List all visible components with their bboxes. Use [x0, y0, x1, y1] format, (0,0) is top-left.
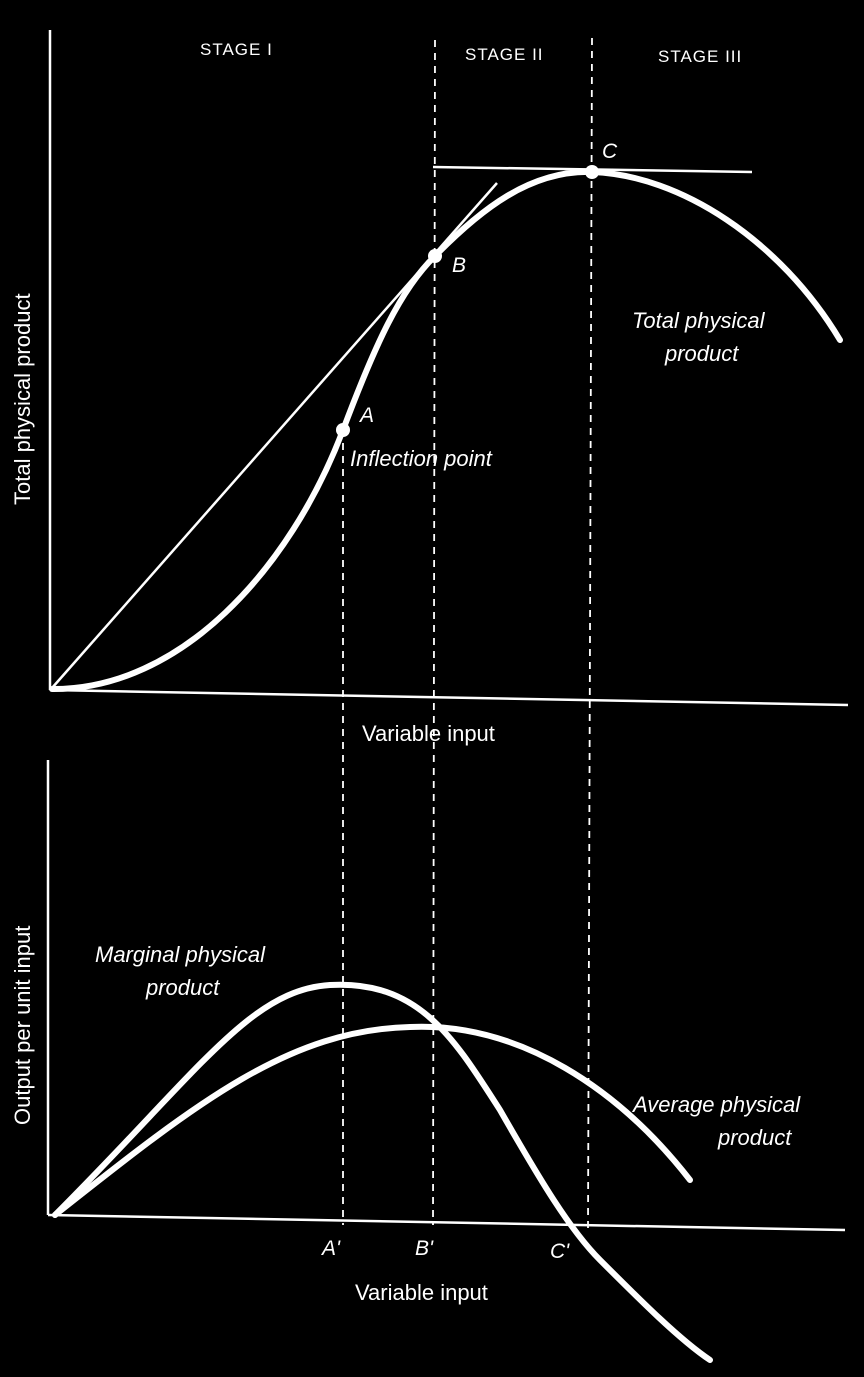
inflection-point-label: Inflection point: [350, 446, 493, 471]
point-c-marker: [585, 165, 599, 179]
top-x-axis-label: Variable input: [362, 721, 495, 746]
average-physical-product-curve: [52, 1023, 693, 1218]
tick-b-prime: B': [415, 1237, 434, 1260]
stage-3-label: STAGE III: [658, 47, 742, 66]
bottom-x-axis-label: Variable input: [355, 1280, 488, 1305]
stage-2-label: STAGE II: [465, 45, 544, 64]
tpp-curve-label-line2: product: [664, 341, 739, 366]
tpp-curve-label-line1: Total physical: [632, 308, 766, 333]
point-c-label: C: [602, 140, 618, 163]
point-a-marker: [336, 423, 350, 437]
total-physical-product-curve: [49, 168, 843, 693]
top-x-axis: [49, 688, 849, 707]
point-b-marker: [428, 249, 442, 263]
point-a-label: A: [358, 404, 374, 427]
app-label-line1: Average physical: [631, 1092, 801, 1117]
tick-c-prime: C': [550, 1240, 570, 1263]
marginal-physical-product-curve: [52, 981, 713, 1363]
point-b-label: B: [452, 254, 466, 277]
bottom-y-axis-label: Output per unit input: [10, 926, 35, 1125]
guide-line-c: [587, 37, 593, 1229]
mpp-label-line1: Marginal physical: [95, 942, 266, 967]
stage-1-label: STAGE I: [200, 40, 273, 59]
top-y-axis-label: Total physical product: [10, 293, 35, 505]
bottom-x-axis: [47, 1213, 846, 1232]
tpp-curve-label: Total physical product: [632, 308, 766, 366]
app-label-line2: product: [717, 1125, 792, 1150]
guide-line-b: [432, 39, 436, 1226]
tick-a-prime: A': [320, 1237, 341, 1260]
mpp-label-line2: product: [145, 975, 220, 1000]
